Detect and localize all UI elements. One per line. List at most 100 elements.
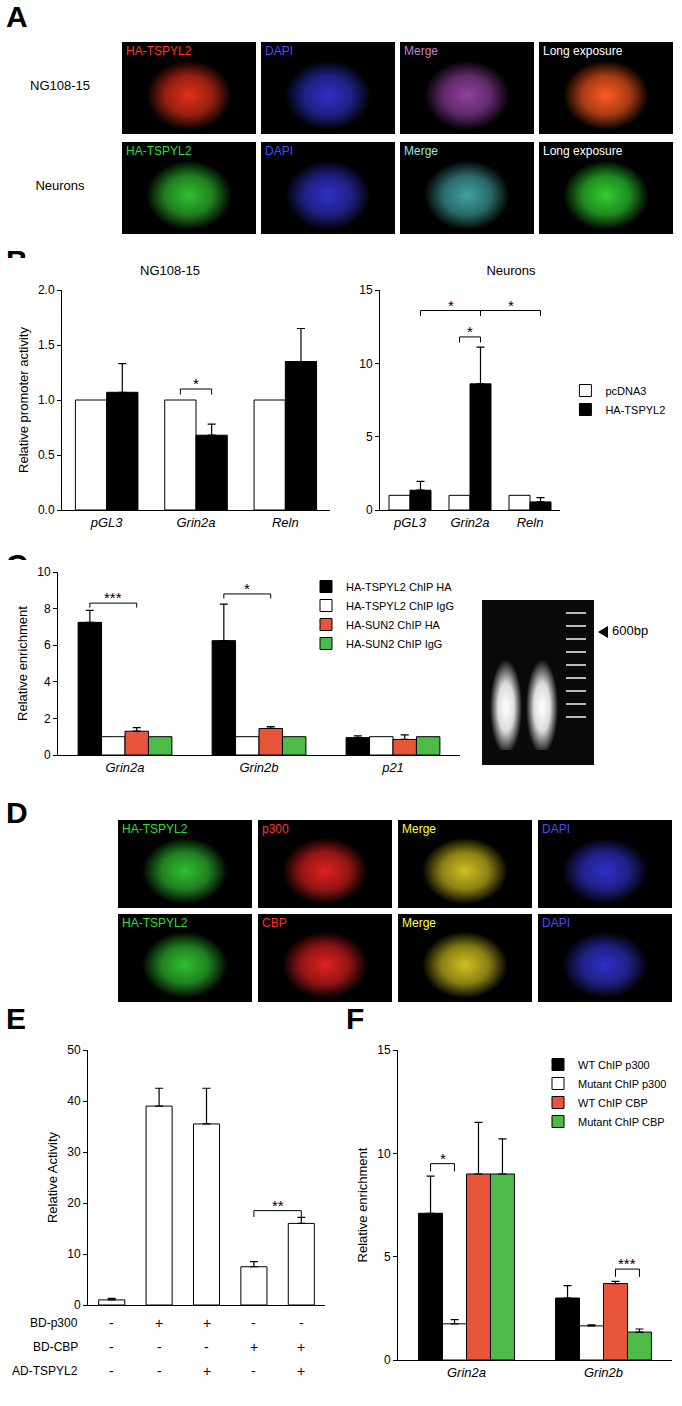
- svg-text:Grin2a: Grin2a: [447, 1365, 486, 1380]
- svg-text:Grin2b: Grin2b: [239, 760, 278, 775]
- svg-text:HA-TSPYL2 ChIP IgG: HA-TSPYL2 ChIP IgG: [346, 600, 454, 612]
- html-text:Merge: Merge: [404, 144, 438, 158]
- svg-text:NG108-15: NG108-15: [140, 263, 200, 278]
- svg-text:-: -: [109, 1315, 114, 1331]
- svg-text:*: *: [440, 1150, 446, 1167]
- svg-text:Grin2b: Grin2b: [584, 1365, 623, 1380]
- svg-text:***: ***: [618, 1255, 636, 1272]
- svg-text:Mutant ChIP CBP: Mutant ChIP CBP: [578, 1116, 665, 1128]
- svg-text:HA-SUN2 ChIP IgG: HA-SUN2 ChIP IgG: [346, 638, 442, 650]
- html-text:p300: p300: [262, 822, 289, 836]
- html-text:NG108-15: NG108-15: [30, 78, 90, 93]
- svg-text:+: +: [297, 1339, 305, 1355]
- svg-text:5: 5: [366, 430, 373, 444]
- svg-text:Relative promoter activity: Relative promoter activity: [16, 327, 31, 473]
- svg-text:**: **: [272, 1197, 284, 1214]
- svg-text:4: 4: [44, 675, 51, 689]
- svg-text:Neurons: Neurons: [486, 263, 536, 278]
- svg-text:10: 10: [37, 565, 51, 579]
- svg-text:BD-CBP: BD-CBP: [33, 1340, 78, 1354]
- svg-text:30: 30: [67, 1145, 81, 1159]
- svg-text:10: 10: [67, 1247, 81, 1261]
- svg-text:-: -: [299, 1315, 304, 1331]
- html-text:DAPI: DAPI: [265, 44, 293, 58]
- svg-text:-: -: [157, 1339, 162, 1355]
- svg-text:pGL3: pGL3: [90, 515, 124, 530]
- svg-text:-: -: [251, 1315, 256, 1331]
- svg-text:0: 0: [384, 1353, 391, 1367]
- html-text:Neurons: Neurons: [35, 178, 85, 193]
- svg-text:8: 8: [44, 602, 51, 616]
- svg-text:Reln: Reln: [517, 515, 544, 530]
- svg-text:pGL3: pGL3: [393, 515, 427, 530]
- svg-text:50: 50: [67, 1043, 81, 1057]
- svg-text:+: +: [297, 1363, 305, 1379]
- svg-text:-: -: [109, 1363, 114, 1379]
- svg-text:*: *: [448, 297, 454, 314]
- html-text:Long exposure: Long exposure: [543, 144, 623, 158]
- svg-text:0: 0: [366, 503, 373, 517]
- svg-text:WT ChIP CBP: WT ChIP CBP: [578, 1097, 648, 1109]
- html-text:HA-TSPYL2: HA-TSPYL2: [126, 44, 192, 58]
- svg-text:+: +: [203, 1363, 211, 1379]
- html-text:600bp: 600bp: [612, 623, 649, 638]
- svg-text:20: 20: [67, 1196, 81, 1210]
- svg-text:WT ChIP p300: WT ChIP p300: [578, 1059, 650, 1071]
- svg-text:Reln: Reln: [272, 515, 299, 530]
- svg-text:Mutant ChIP p300: Mutant ChIP p300: [578, 1078, 666, 1090]
- html-text:HA-TSPYL2: HA-TSPYL2: [122, 822, 188, 836]
- html-text:B: B: [6, 244, 28, 277]
- svg-text:2: 2: [44, 712, 51, 726]
- svg-text:p21: p21: [381, 760, 404, 775]
- svg-text:-: -: [109, 1339, 114, 1355]
- html-text:D: D: [6, 796, 28, 829]
- svg-text:0.0: 0.0: [38, 503, 55, 517]
- svg-text:Grin2a: Grin2a: [176, 515, 215, 530]
- svg-text:0.5: 0.5: [38, 448, 55, 462]
- svg-text:1.5: 1.5: [38, 338, 55, 352]
- html-text:Long exposure: Long exposure: [543, 44, 623, 58]
- svg-text:-: -: [157, 1363, 162, 1379]
- svg-text:15: 15: [377, 1043, 391, 1057]
- svg-text:10: 10: [377, 1147, 391, 1161]
- svg-text:*: *: [467, 323, 473, 340]
- svg-text:Relative Activity: Relative Activity: [45, 1131, 60, 1223]
- svg-text:+: +: [203, 1315, 211, 1331]
- html-text:F: F: [346, 1002, 365, 1035]
- html-text:C: C: [6, 548, 28, 581]
- svg-text:5: 5: [384, 1250, 391, 1264]
- svg-text:15: 15: [359, 283, 373, 297]
- svg-text:Grin2a: Grin2a: [450, 515, 489, 530]
- svg-text:+: +: [155, 1315, 163, 1331]
- svg-text:HA-TSPYL2: HA-TSPYL2: [605, 404, 665, 416]
- svg-text:Relative enrichment: Relative enrichment: [15, 606, 30, 721]
- svg-text:AD-TSPYL2: AD-TSPYL2: [12, 1364, 78, 1378]
- svg-text:HA-TSPYL2 ChIP HA: HA-TSPYL2 ChIP HA: [346, 581, 452, 593]
- svg-text:6: 6: [44, 638, 51, 652]
- html-text:HA-TSPYL2: HA-TSPYL2: [126, 144, 192, 158]
- svg-text:10: 10: [359, 357, 373, 371]
- svg-text:40: 40: [67, 1094, 81, 1108]
- svg-text:*: *: [193, 375, 199, 392]
- svg-text:***: ***: [104, 589, 122, 606]
- html-text:DAPI: DAPI: [265, 144, 293, 158]
- svg-text:BD-p300: BD-p300: [30, 1316, 78, 1330]
- html-text:A: A: [6, 0, 28, 33]
- svg-text:0: 0: [74, 1298, 81, 1312]
- svg-text:HA-SUN2 ChIP HA: HA-SUN2 ChIP HA: [346, 619, 441, 631]
- svg-text:Relative enrichment: Relative enrichment: [355, 1147, 370, 1262]
- html-text:Merge: Merge: [402, 822, 436, 836]
- html-text:E: E: [6, 1002, 26, 1035]
- svg-text:-: -: [204, 1339, 209, 1355]
- svg-text:*: *: [244, 580, 250, 597]
- html-text:Merge: Merge: [404, 44, 438, 58]
- svg-text:+: +: [250, 1339, 258, 1355]
- svg-text:*: *: [508, 297, 514, 314]
- svg-text:Grin2a: Grin2a: [105, 760, 144, 775]
- svg-text:-: -: [251, 1363, 256, 1379]
- svg-text:0: 0: [44, 748, 51, 762]
- svg-text:1.0: 1.0: [38, 393, 55, 407]
- svg-text:2.0: 2.0: [38, 283, 55, 297]
- html-text:DAPI: DAPI: [542, 822, 570, 836]
- svg-text:pcDNA3: pcDNA3: [605, 385, 646, 397]
